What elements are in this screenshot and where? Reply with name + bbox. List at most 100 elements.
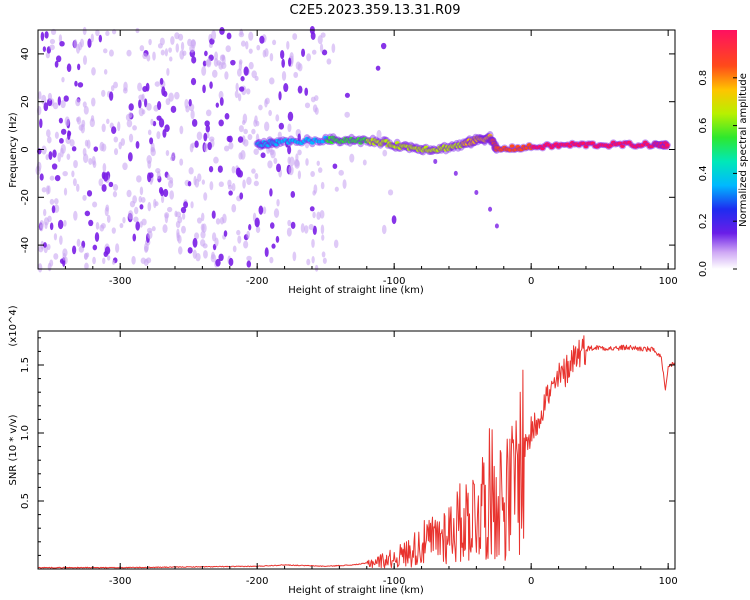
spectrogram-cell [319,43,324,53]
spectrogram-ridge-cell [620,144,625,149]
spectrogram-cell [149,137,154,145]
spectrogram-cell [128,103,134,111]
colorbar-tick-label: 0.2 [698,213,709,229]
spectrogram-cell [290,221,296,229]
spectrogram-cell [286,227,292,237]
spectrogram-cell [117,121,121,132]
spectrogram-cell [168,47,172,53]
spectrogram-cell [209,181,214,191]
spectrogram-cell [160,49,165,56]
spectrogram-cell [297,133,301,143]
spectrogram-ridge-cell [590,141,596,146]
spectrogram-cell [202,84,206,94]
spectrogram-cell [112,184,119,191]
spectrogram-cell [295,153,299,162]
spectrogram-cell [108,49,114,57]
spectrogram-cell [62,252,67,261]
spectrogram-cell [231,183,236,192]
spectrogram-cell [82,153,89,164]
spectrogram-cell [237,93,242,102]
spectrogram-cell [338,169,344,176]
spectrogram-cell [194,178,200,188]
spectrogram-cell [170,36,175,45]
spectrogram-cell [243,128,248,135]
spectrogram-cell [126,189,132,198]
spectrogram-ridge-cell [515,145,521,149]
spectrogram-cell [122,162,128,171]
spectrogram-cell [194,140,199,148]
snr-series-line [37,335,676,569]
colorbar: 0.0 0.2 0.4 0.6 0.8 Normalized spectral ampl… [698,30,749,277]
spectrogram-cell [160,188,164,197]
spectrogram-cell [310,171,315,178]
colorbar-tick-label: 0.4 [698,165,709,181]
spectrogram-cell [334,186,339,192]
spectrogram-cell [95,29,100,37]
spectrogram-ridge-cell [509,144,515,148]
spectrogram-cell [98,178,104,187]
spectrogram-cell [231,204,237,213]
spectrogram-cell [127,152,133,162]
spectrogram-cell [163,90,168,98]
spectrogram-cell [253,148,259,155]
spectrogram-ridge-cell [358,140,364,145]
spectrogram-cell [215,218,221,225]
spectrogram-cell [168,92,174,102]
spectrogram-cell [238,125,244,133]
spectrogram-cell [162,128,167,138]
spectrogram-cell [320,224,325,235]
spectrogram-branch-cell [433,158,438,164]
spectrogram-cell [203,250,208,259]
spectrogram-cell [313,184,318,194]
spectrogram-cell [132,233,137,242]
spectrogram-ridge-cell [567,144,573,148]
spectrogram-cell [154,201,159,207]
spectrogram-ridge-cell [608,143,614,147]
snr-x-tick-label: 100 [659,576,678,587]
spectrogram-cell [209,136,215,142]
snr-x-tick-label: -100 [383,576,406,587]
spectrogram-cell [62,171,68,177]
spectrogram-cell [290,190,296,198]
spectrogram-cell [264,121,270,132]
spectrogram-cell [283,83,289,93]
spectrogram-cell [82,55,88,66]
spectrogram-cell [115,243,120,253]
spectrogram-cell [316,211,321,220]
spectrogram-cell [87,38,92,48]
spectrogram-cell [246,260,252,268]
spectrogram-cell [126,49,132,57]
spectrogram-cell [209,81,213,89]
spectrogram-cell [92,201,98,208]
spectrogram-cell [43,102,49,112]
spectrogram-cell [203,192,208,201]
snr-frame [37,330,676,570]
spectrogram-ridge-cell [309,141,315,145]
spectrogram-cell [131,255,136,265]
spectrogram-cell [314,264,319,272]
spectrogram-cell [301,48,306,58]
spectrogram-cell [53,198,59,205]
spectrogram-cell [181,225,186,234]
spectrogram-cell [320,181,325,190]
spectrogram-cell [264,98,268,108]
spectrogram-cell [196,217,202,224]
snr-x-tick-label: -300 [109,576,132,587]
colorbar-tick-label: 0.0 [698,261,709,277]
spectrogram-cell [321,251,326,258]
spectrogram-cell [171,152,176,158]
spectrogram-cell [254,75,259,81]
spectrogram-cell [164,48,168,57]
spectrogram-cell [43,242,47,248]
spectrogram-cell [57,96,62,106]
spectrogram-ridge-cell [423,145,429,150]
spectrogram-cell [40,31,45,42]
spectrogram-cell [91,67,96,76]
spectrogram-cell [242,179,246,189]
spectrogram-cell [224,71,229,80]
spectrogram-cell [39,118,43,129]
spectrogram-cell [132,125,137,131]
spectrogram-x-tick-label: -100 [383,276,406,287]
spectrogram-cell [108,91,114,101]
